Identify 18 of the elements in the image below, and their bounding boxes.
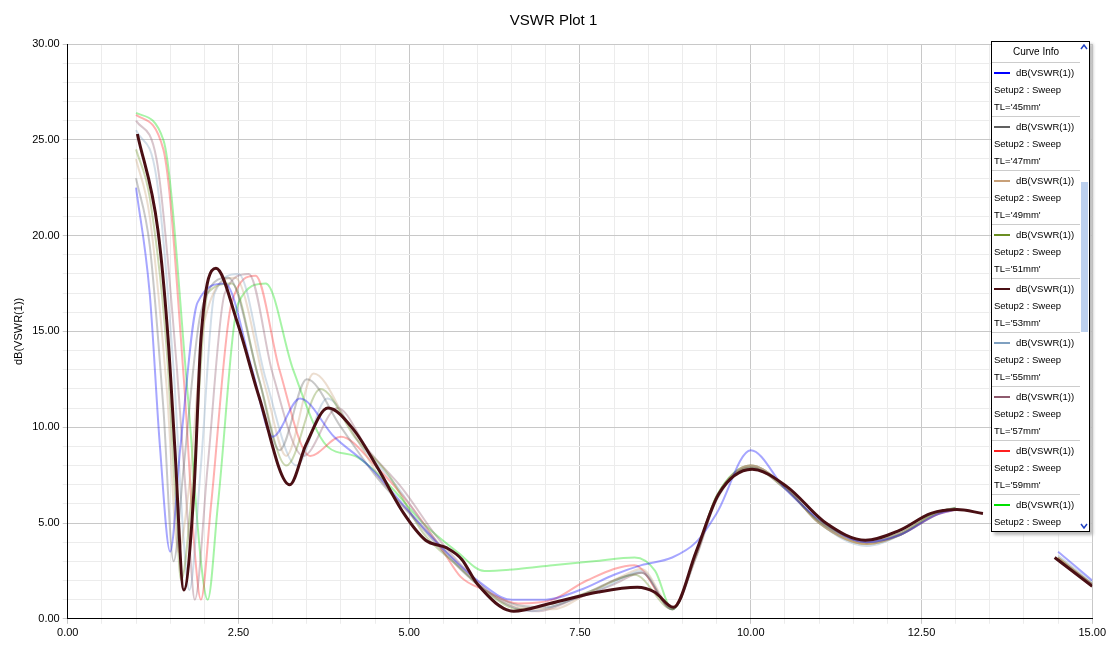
x-tick-label: 0.00 [57, 626, 79, 639]
y-tick-label: 0.00 [38, 611, 60, 624]
x-tick-label: 12.50 [907, 626, 936, 639]
legend-label: dB(VSWR(1)) Setup2 : Sweep [994, 496, 1079, 530]
legend-title: Curve Info [1011, 45, 1061, 59]
y-tick-label: 15.00 [32, 324, 60, 337]
y-tick-label: 30.00 [32, 37, 60, 50]
y-tick-label: 10.00 [32, 420, 60, 433]
chart-title: VSWR Plot 1 [509, 11, 598, 29]
y-tick-label: 20.00 [32, 228, 60, 241]
y-axis-title: dB(VSWR(1)) [11, 297, 24, 366]
x-tick-label: 5.00 [398, 626, 420, 639]
y-tick-label: 25.00 [32, 132, 60, 145]
x-tick-label: 7.50 [569, 626, 591, 639]
x-tick-label: 15.00 [1078, 626, 1106, 639]
y-tick-label: 5.00 [38, 516, 60, 529]
x-tick-label: 10.00 [736, 626, 765, 639]
x-tick-label: 2.50 [227, 626, 250, 639]
